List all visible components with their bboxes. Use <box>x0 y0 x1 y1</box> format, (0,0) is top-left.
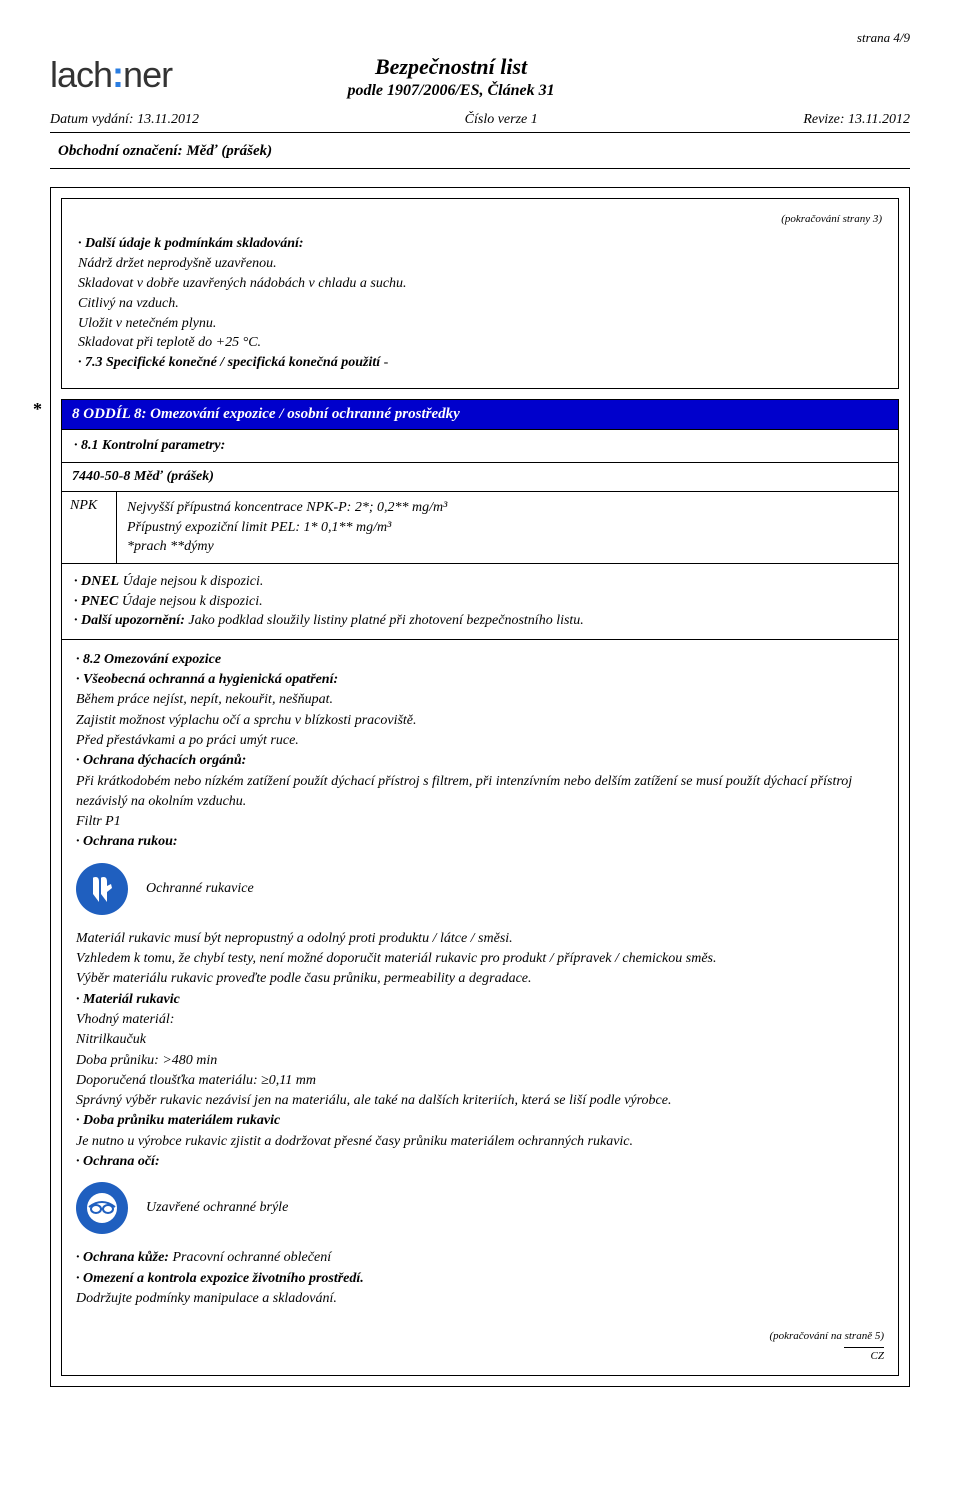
product-name: Obchodní označení: Měď (prášek) <box>50 133 910 169</box>
list-item: Nádrž držet neprodyšně uzavřenou. <box>78 255 882 274</box>
section-7-box: (pokračování strany 3) · Další údaje k p… <box>61 198 899 389</box>
list-item: · Další údaje k podmínkám skladování: <box>78 235 882 254</box>
control-parameters-heading: · 8.1 Kontrolní parametry: <box>61 430 899 463</box>
list-item: Uložit v netečném plynu. <box>78 315 882 334</box>
doc-title: Bezpečnostní list <box>172 54 730 80</box>
goggles-icon <box>76 1182 128 1234</box>
npk-label: NPK <box>62 492 117 563</box>
continuation-next: (pokračování na straně 5) <box>76 1329 884 1345</box>
header-row: lach:ner Bezpečnostní list podle 1907/20… <box>50 54 910 100</box>
version-number: Číslo verze 1 <box>465 112 538 128</box>
list-item: Skladovat v dobře uzavřených nádobách v … <box>78 275 882 294</box>
body-line: Správný výběr rukavic nezávisí jen na ma… <box>76 1091 884 1111</box>
body-line: · Ochrana rukou: <box>76 832 884 852</box>
body-line: Během práce nejíst, nepít, nekouřit, neš… <box>76 690 884 710</box>
cz-mark: CZ <box>844 1347 884 1365</box>
doc-subtitle: podle 1907/2006/ES, Článek 31 <box>172 82 730 100</box>
body-block-3: · Ochrana kůže: Pracovní ochranné obleče… <box>76 1248 884 1309</box>
body-line: · Materiál rukavic <box>76 990 884 1010</box>
body-line: Filtr P1 <box>76 812 884 832</box>
goggles-label: Uzavřené ochranné brýle <box>146 1198 288 1218</box>
body-line: Výběr materiálu rukavic proveďte podle č… <box>76 969 884 989</box>
gloves-row: Ochranné rukavice <box>76 863 884 915</box>
section-7-list: · Další údaje k podmínkám skladování:Nád… <box>78 235 882 373</box>
gloves-icon <box>76 863 128 915</box>
body-line: Zajistit možnost výplachu očí a sprchu v… <box>76 711 884 731</box>
logo-part2: ner <box>123 54 172 95</box>
body-line: Doporučená tloušťka materiálu: ≥0,11 mm <box>76 1071 884 1091</box>
npk-text: Nejvyšší přípustná koncentrace NPK-P: 2*… <box>117 492 457 563</box>
list-item: Citlivý na vzduch. <box>78 295 882 314</box>
cas-row: 7440-50-8 Měď (prášek) <box>61 463 899 492</box>
content-outer-box: (pokračování strany 3) · Další údaje k p… <box>50 187 910 1387</box>
body-line: · Ochrana očí: <box>76 1152 884 1172</box>
body-line: · Doba průniku materiálem rukavic <box>76 1111 884 1131</box>
header-center: Bezpečnostní list podle 1907/2006/ES, Čl… <box>172 54 730 100</box>
body-line: · 8.2 Omezování expozice <box>76 650 884 670</box>
logo: lach:ner <box>50 54 172 96</box>
body-line: · Ochrana dýchacích orgánů: <box>76 751 884 771</box>
continuation-previous: (pokračování strany 3) <box>78 213 882 225</box>
body-line: Při krátkodobém nebo nízkém zatížení pou… <box>76 772 884 813</box>
body-line: Materiál rukavic musí být nepropustný a … <box>76 929 884 949</box>
dnel-box: · DNEL Údaje nejsou k dispozici.· PNEC Ú… <box>61 564 899 640</box>
change-star: * <box>33 399 42 420</box>
body-line: Před přestávkami a po práci umýt ruce. <box>76 731 884 751</box>
list-item: · 7.3 Specifické konečné / specifická ko… <box>78 354 882 373</box>
npk-box: NPK Nejvyšší přípustná koncentrace NPK-P… <box>61 492 899 564</box>
body-line: Vzhledem k tomu, že chybí testy, není mo… <box>76 949 884 969</box>
page-number: strana 4/9 <box>50 30 910 46</box>
issue-date: Datum vydání: 13.11.2012 <box>50 112 199 128</box>
section-8-wrap: * 8 ODDÍL 8: Omezování expozice / osobní… <box>61 399 899 1376</box>
gloves-label: Ochranné rukavice <box>146 879 254 899</box>
body-line: · Omezení a kontrola expozice životního … <box>76 1269 884 1289</box>
section-8-title-bar: 8 ODDÍL 8: Omezování expozice / osobní o… <box>61 399 899 430</box>
logo-part1: lach <box>50 54 112 95</box>
body-block-2: Materiál rukavic musí být nepropustný a … <box>76 929 884 1173</box>
list-item: Skladovat při teplotě do +25 °C. <box>78 334 882 353</box>
body-line: Dodržujte podmínky manipulace a skladová… <box>76 1289 884 1309</box>
body-line: Je nutno u výrobce rukavic zjistit a dod… <box>76 1132 884 1152</box>
param-heading: · 8.1 Kontrolní parametry: <box>74 438 225 453</box>
section-8-body: · 8.2 Omezování expozice· Všeobecná ochr… <box>61 640 899 1376</box>
body-line: · Ochrana kůže: Pracovní ochranné obleče… <box>76 1248 884 1268</box>
body-line: · Všeobecná ochranná a hygienická opatře… <box>76 670 884 690</box>
logo-colon: : <box>112 54 123 95</box>
body-block-1: · 8.2 Omezování expozice· Všeobecná ochr… <box>76 650 884 853</box>
body-line: Doba průniku: >480 min <box>76 1051 884 1071</box>
revision-date: Revize: 13.11.2012 <box>803 112 910 128</box>
goggles-row: Uzavřené ochranné brýle <box>76 1182 884 1234</box>
body-line: Vhodný materiál: <box>76 1010 884 1030</box>
meta-row: Datum vydání: 13.11.2012 Číslo verze 1 R… <box>50 106 910 133</box>
body-line: Nitrilkaučuk <box>76 1030 884 1050</box>
